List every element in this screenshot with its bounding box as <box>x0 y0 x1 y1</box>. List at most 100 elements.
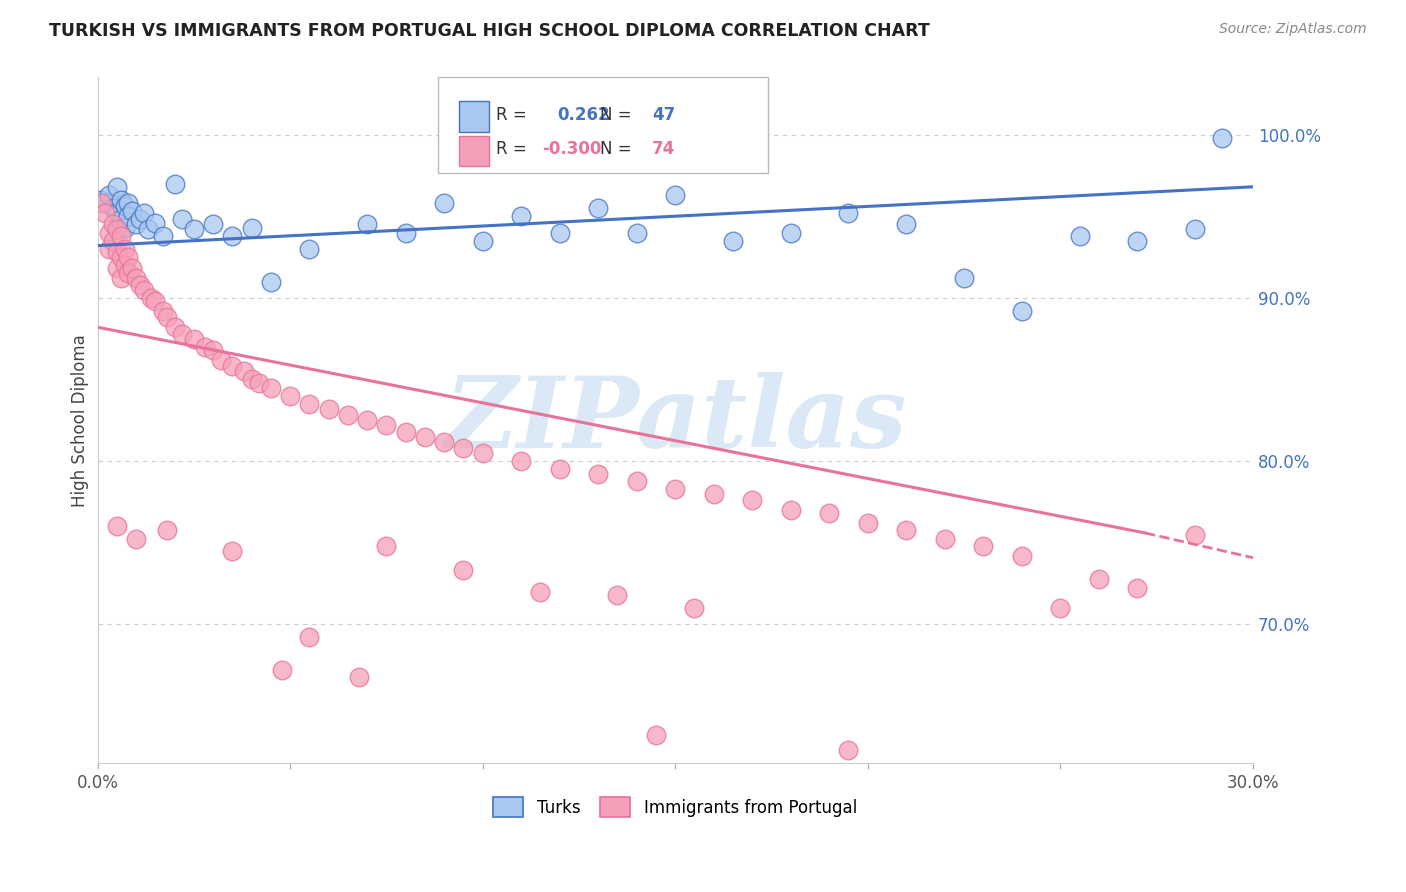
Text: R =: R = <box>496 106 531 124</box>
Point <box>1184 222 1206 236</box>
Point <box>349 670 371 684</box>
Point <box>779 503 801 517</box>
Point <box>105 206 128 220</box>
Point <box>433 434 456 449</box>
Point <box>101 234 124 248</box>
Point <box>114 242 136 256</box>
FancyBboxPatch shape <box>439 78 768 173</box>
Point <box>129 277 152 292</box>
Point <box>1184 527 1206 541</box>
Point <box>110 250 132 264</box>
Point <box>453 441 475 455</box>
Point <box>136 222 159 236</box>
Point <box>837 743 859 757</box>
Point <box>172 326 194 341</box>
Point <box>318 401 340 416</box>
Point <box>94 206 117 220</box>
Point <box>260 381 283 395</box>
Point <box>121 261 143 276</box>
Point <box>94 196 117 211</box>
Point <box>260 275 283 289</box>
Point <box>1011 304 1033 318</box>
Point <box>221 544 243 558</box>
Point <box>183 222 205 236</box>
Point <box>471 234 494 248</box>
Point <box>114 199 136 213</box>
Point <box>645 728 668 742</box>
Point <box>1211 131 1233 145</box>
Point <box>105 519 128 533</box>
Point <box>721 234 744 248</box>
Point <box>117 209 139 223</box>
Point <box>143 294 166 309</box>
Point <box>110 212 132 227</box>
Point <box>132 206 155 220</box>
Point <box>626 226 648 240</box>
Point <box>105 222 128 236</box>
Point <box>125 533 148 547</box>
Point <box>336 409 359 423</box>
Point <box>125 218 148 232</box>
Point <box>183 332 205 346</box>
Point <box>837 206 859 220</box>
Point <box>972 539 994 553</box>
Y-axis label: High School Diploma: High School Diploma <box>72 334 89 507</box>
Point <box>510 209 533 223</box>
Point <box>586 201 609 215</box>
Point <box>156 310 179 325</box>
Point <box>101 218 124 232</box>
Point <box>114 220 136 235</box>
Text: R =: R = <box>496 140 531 159</box>
Point <box>395 425 418 439</box>
Point <box>110 271 132 285</box>
Point <box>375 418 398 433</box>
Text: ZIPatlas: ZIPatlas <box>444 372 907 468</box>
Point <box>664 188 686 202</box>
Point <box>163 177 186 191</box>
Point <box>117 196 139 211</box>
Point <box>375 539 398 553</box>
Point <box>172 212 194 227</box>
Text: Source: ZipAtlas.com: Source: ZipAtlas.com <box>1219 22 1367 37</box>
Point <box>240 372 263 386</box>
Point <box>152 228 174 243</box>
Point <box>232 364 254 378</box>
Point <box>741 493 763 508</box>
Point <box>606 588 628 602</box>
Point <box>121 204 143 219</box>
Point <box>90 196 112 211</box>
Point <box>129 212 152 227</box>
Point <box>114 258 136 272</box>
Point <box>896 523 918 537</box>
Point <box>664 482 686 496</box>
Point <box>1011 549 1033 563</box>
Point <box>1088 572 1111 586</box>
Text: N =: N = <box>600 106 637 124</box>
Point <box>510 454 533 468</box>
Point <box>98 242 121 256</box>
FancyBboxPatch shape <box>460 136 489 166</box>
Point <box>586 467 609 482</box>
Point <box>453 564 475 578</box>
Point <box>194 340 217 354</box>
Point <box>298 631 321 645</box>
Point <box>298 242 321 256</box>
Text: 74: 74 <box>652 140 675 159</box>
FancyBboxPatch shape <box>460 102 489 132</box>
Point <box>356 413 378 427</box>
Point <box>1049 601 1071 615</box>
Point <box>202 218 225 232</box>
Point <box>132 283 155 297</box>
Point <box>90 193 112 207</box>
Point <box>152 304 174 318</box>
Text: N =: N = <box>600 140 637 159</box>
Point <box>98 226 121 240</box>
Point <box>163 320 186 334</box>
Point <box>779 226 801 240</box>
Point <box>221 359 243 374</box>
Point <box>433 196 456 211</box>
Point <box>413 429 436 443</box>
Point <box>247 376 270 390</box>
Point <box>125 271 148 285</box>
Point <box>143 216 166 230</box>
